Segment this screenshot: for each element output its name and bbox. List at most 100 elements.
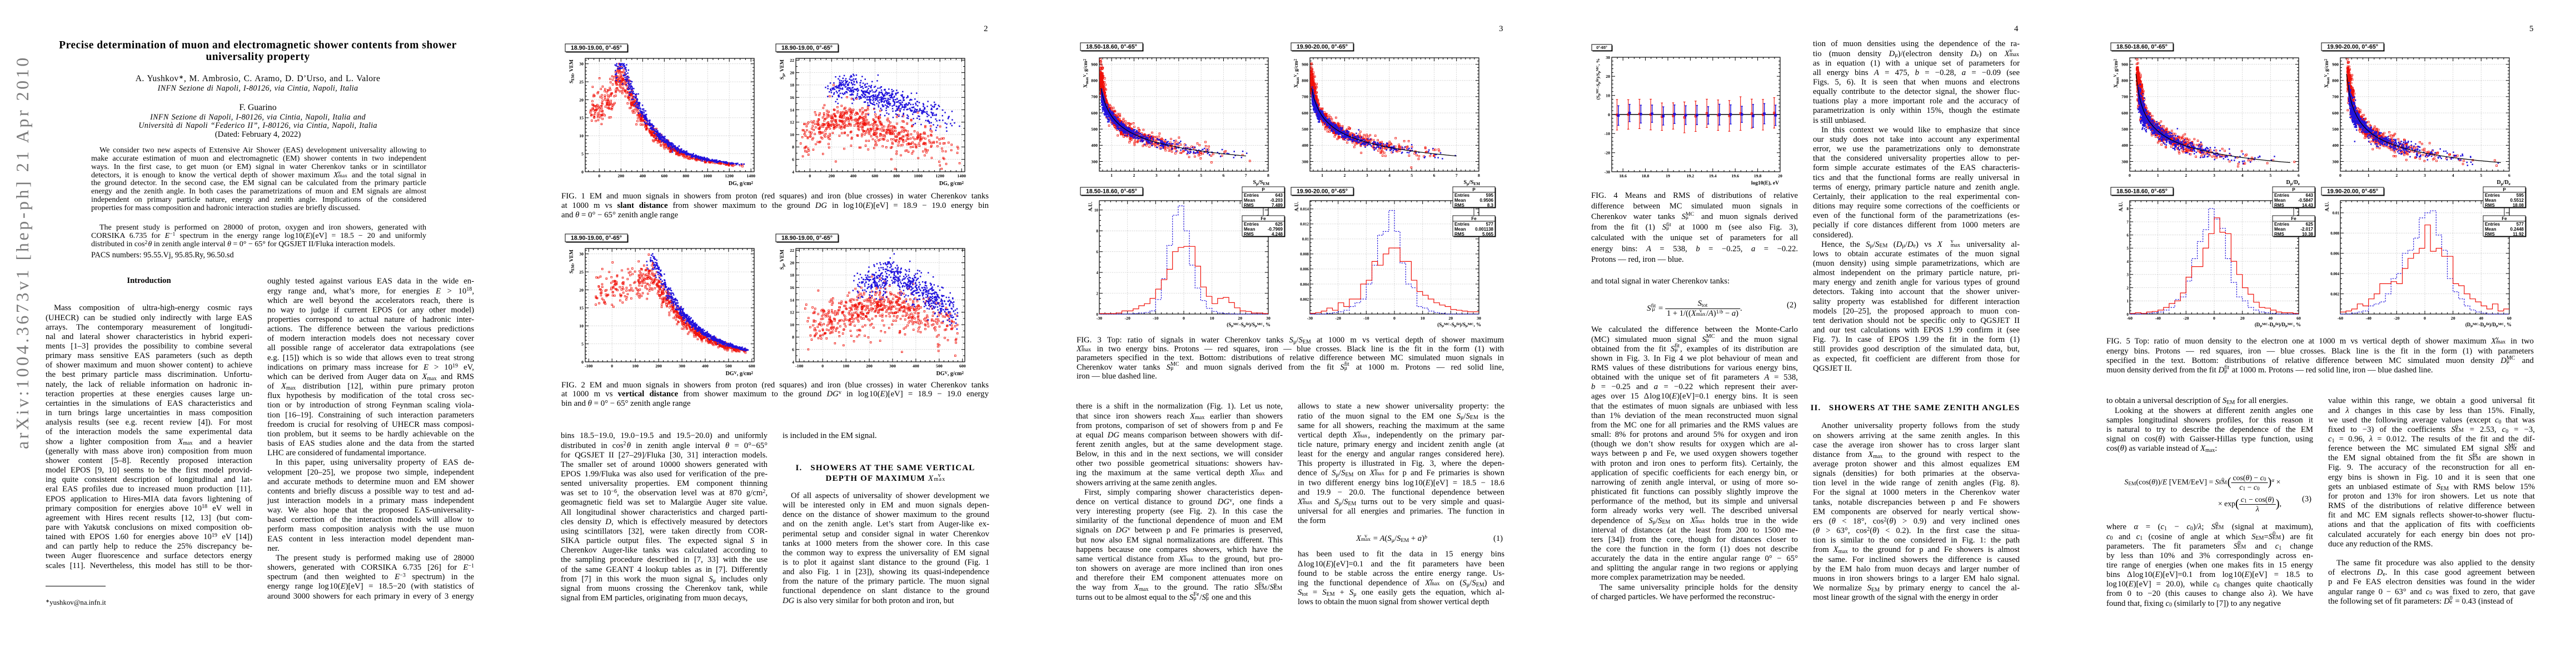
svg-text:19.90-20.00, 0°-65°: 19.90-20.00, 0°-65° (1297, 44, 1348, 51)
svg-text:4: 4 (1178, 173, 1180, 178)
svg-text:18.6: 18.6 (1619, 173, 1627, 178)
svg-text:RMS: RMS (1244, 232, 1254, 237)
svg-text:2: 2 (2127, 286, 2129, 290)
svg-text:20: 20 (579, 97, 584, 102)
svg-text:Sμ, VEM: Sμ, VEM (780, 59, 786, 79)
svg-text:595: 595 (2517, 193, 2524, 198)
svg-text:600: 600 (661, 173, 667, 178)
svg-text:P: P (2292, 187, 2295, 192)
svg-text:DG, g/cm2: DG, g/cm2 (939, 181, 964, 187)
svg-text:900: 900 (2121, 62, 2128, 67)
svg-text:2: 2 (2395, 173, 2398, 178)
svg-text:A.U.: A.U. (1294, 202, 1299, 212)
svg-text:643: 643 (1275, 193, 1283, 198)
svg-text:Mean: Mean (1454, 227, 1466, 232)
svg-text:10: 10 (579, 133, 584, 138)
svg-text:1000: 1000 (914, 173, 923, 178)
svg-text:0.008: 0.008 (1300, 252, 1309, 257)
svg-text:-20: -20 (1605, 151, 1610, 156)
svg-text:8: 8 (2127, 207, 2129, 211)
svg-text:0.006: 0.006 (1300, 267, 1309, 272)
svg-text:7: 7 (2127, 220, 2129, 225)
svg-text:6: 6 (1223, 173, 1225, 178)
svg-text:18: 18 (790, 83, 794, 88)
svg-text:(SμMC-Sμfit)/SμMC, %: (SμMC-Sμfit)/SμMC, % (1595, 58, 1601, 99)
svg-text:600: 600 (749, 364, 755, 369)
svg-text:400: 400 (1302, 143, 1308, 148)
svg-text:P: P (1262, 187, 1265, 192)
svg-text:-0.5847: -0.5847 (2298, 198, 2314, 203)
svg-text:200: 200 (617, 173, 624, 178)
svg-text:25: 25 (579, 79, 584, 84)
svg-text:100: 100 (843, 364, 849, 369)
svg-text:1400: 1400 (957, 173, 966, 178)
svg-text:18.50-18.60, 0°-65°: 18.50-18.60, 0°-65° (2116, 44, 2168, 51)
svg-text:0: 0 (809, 173, 811, 178)
svg-text:10.38: 10.38 (2302, 232, 2314, 237)
svg-text:4: 4 (2452, 173, 2454, 178)
svg-text:14: 14 (790, 107, 794, 112)
svg-text:500: 500 (936, 364, 943, 369)
svg-text:DGV, g/cm2: DGV, g/cm2 (726, 371, 754, 377)
svg-text:5: 5 (2127, 246, 2129, 251)
svg-text:8: 8 (1267, 173, 1269, 178)
svg-text:900: 900 (1091, 62, 1098, 67)
svg-text:600: 600 (1302, 111, 1308, 116)
svg-text:900: 900 (1302, 62, 1308, 67)
svg-text:577: 577 (1486, 222, 1494, 227)
svg-text:-20: -20 (1335, 316, 1341, 321)
svg-text:0: 0 (821, 364, 824, 369)
svg-text:-100: -100 (585, 364, 592, 369)
svg-text:15: 15 (579, 306, 584, 311)
svg-text:-40: -40 (2155, 316, 2160, 321)
svg-text:19: 19 (1666, 173, 1670, 178)
svg-text:RMS: RMS (2274, 203, 2284, 208)
svg-text:A.U.: A.U. (1088, 202, 1093, 212)
svg-text:Fe: Fe (2502, 216, 2507, 221)
svg-text:1200: 1200 (725, 173, 734, 178)
svg-text:0: 0 (2129, 173, 2131, 178)
svg-text:19.90-20.00, 0°-65°: 19.90-20.00, 0°-65° (1297, 188, 1348, 195)
svg-text:20: 20 (1778, 173, 1782, 178)
svg-text:2: 2 (1133, 173, 1135, 178)
svg-text:5: 5 (1200, 173, 1202, 178)
svg-text:5: 5 (581, 341, 584, 346)
svg-text:0.001138: 0.001138 (1475, 227, 1493, 232)
svg-text:20: 20 (1238, 316, 1242, 321)
svg-text:19.6: 19.6 (1731, 173, 1739, 178)
svg-text:RMS: RMS (1244, 203, 1254, 208)
svg-text:18.90-19.00, 0°-65°: 18.90-19.00, 0°-65° (571, 235, 622, 242)
svg-text:8: 8 (1097, 229, 1099, 233)
svg-text:Dμ/De: Dμ/De (2497, 180, 2510, 186)
svg-text:0: 0 (1608, 112, 1610, 117)
svg-text:0.01: 0.01 (1302, 237, 1309, 242)
svg-text:14.43: 14.43 (2302, 203, 2314, 208)
svg-text:500: 500 (2121, 127, 2128, 132)
svg-text:(DμMC-Dμfit)/DμMC, %: (DμMC-Dμfit)/DμMC, % (2255, 322, 2301, 328)
svg-text:643: 643 (2306, 193, 2314, 198)
svg-text:100: 100 (632, 364, 639, 369)
svg-text:300: 300 (2121, 159, 2128, 164)
svg-text:1: 1 (2157, 173, 2159, 178)
svg-text:5: 5 (1411, 173, 1413, 178)
svg-text:2: 2 (1343, 173, 1346, 178)
svg-text:0.004: 0.004 (1300, 282, 1309, 287)
svg-text:18: 18 (790, 273, 794, 278)
svg-text:0°-65°: 0°-65° (1596, 46, 1607, 50)
svg-text:10: 10 (790, 132, 794, 137)
svg-text:Mean: Mean (2485, 227, 2497, 232)
svg-text:0: 0 (2339, 173, 2341, 178)
svg-text:4: 4 (792, 170, 794, 175)
svg-text:400: 400 (702, 364, 709, 369)
svg-text:(SμMC-Sμfit)/SμMC, %: (SμMC-Sμfit)/SμMC, % (1227, 322, 1270, 328)
svg-text:40: 40 (2268, 316, 2273, 321)
svg-text:7: 7 (1245, 173, 1247, 178)
svg-text:0: 0 (581, 170, 584, 175)
svg-text:Mean: Mean (2274, 198, 2286, 203)
svg-text:Sμ/SEM: Sμ/SEM (1253, 180, 1269, 186)
svg-text:800: 800 (1302, 78, 1308, 83)
svg-text:800: 800 (2332, 78, 2339, 83)
svg-text:Entries: Entries (1454, 193, 1470, 198)
svg-text:Entries: Entries (2485, 222, 2500, 227)
svg-text:200: 200 (828, 173, 835, 178)
